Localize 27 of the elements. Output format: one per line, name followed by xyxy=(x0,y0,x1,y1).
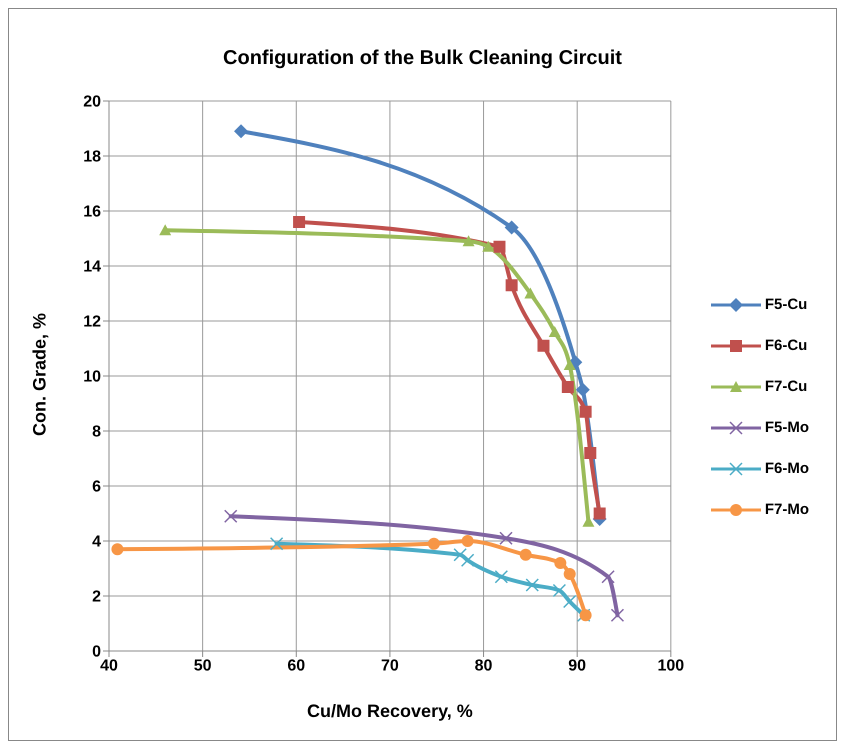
y-tick-label: 2 xyxy=(92,588,102,606)
y-tick-label: 14 xyxy=(83,258,102,276)
y-tick-label: 16 xyxy=(83,204,102,221)
y-axis-title: Con. Grade, % xyxy=(29,312,50,436)
x-tick-label: 90 xyxy=(568,657,586,674)
x-tick-label: 100 xyxy=(657,657,684,674)
x-axis-title: Cu/Mo Recovery, % xyxy=(307,701,473,721)
legend-label: F5-Cu xyxy=(764,296,808,313)
y-tick-label: 12 xyxy=(83,314,102,331)
y-tick-label: 10 xyxy=(83,368,102,386)
legend-label: F7-Cu xyxy=(764,378,808,395)
y-tick-label: 18 xyxy=(83,148,102,166)
legend-label: F6-Cu xyxy=(764,337,808,354)
y-tick-label: 4 xyxy=(92,534,102,551)
x-tick-label: 50 xyxy=(194,657,212,674)
x-tick-label: 40 xyxy=(100,657,118,674)
y-tick-label: 0 xyxy=(92,644,102,661)
x-tick-label: 70 xyxy=(381,657,399,674)
y-tick-label: 6 xyxy=(92,478,102,496)
x-tick-label: 60 xyxy=(287,657,306,674)
y-tick-label: 8 xyxy=(92,424,102,441)
y-tick-label: 20 xyxy=(83,94,102,111)
chart-title: Configuration of the Bulk Cleaning Circuit xyxy=(222,46,623,71)
legend-label: F7-Mo xyxy=(764,501,809,518)
x-tick-label: 80 xyxy=(474,657,493,674)
legend-label: F5-Mo xyxy=(764,419,809,436)
legend-label: F6-Mo xyxy=(764,460,809,477)
